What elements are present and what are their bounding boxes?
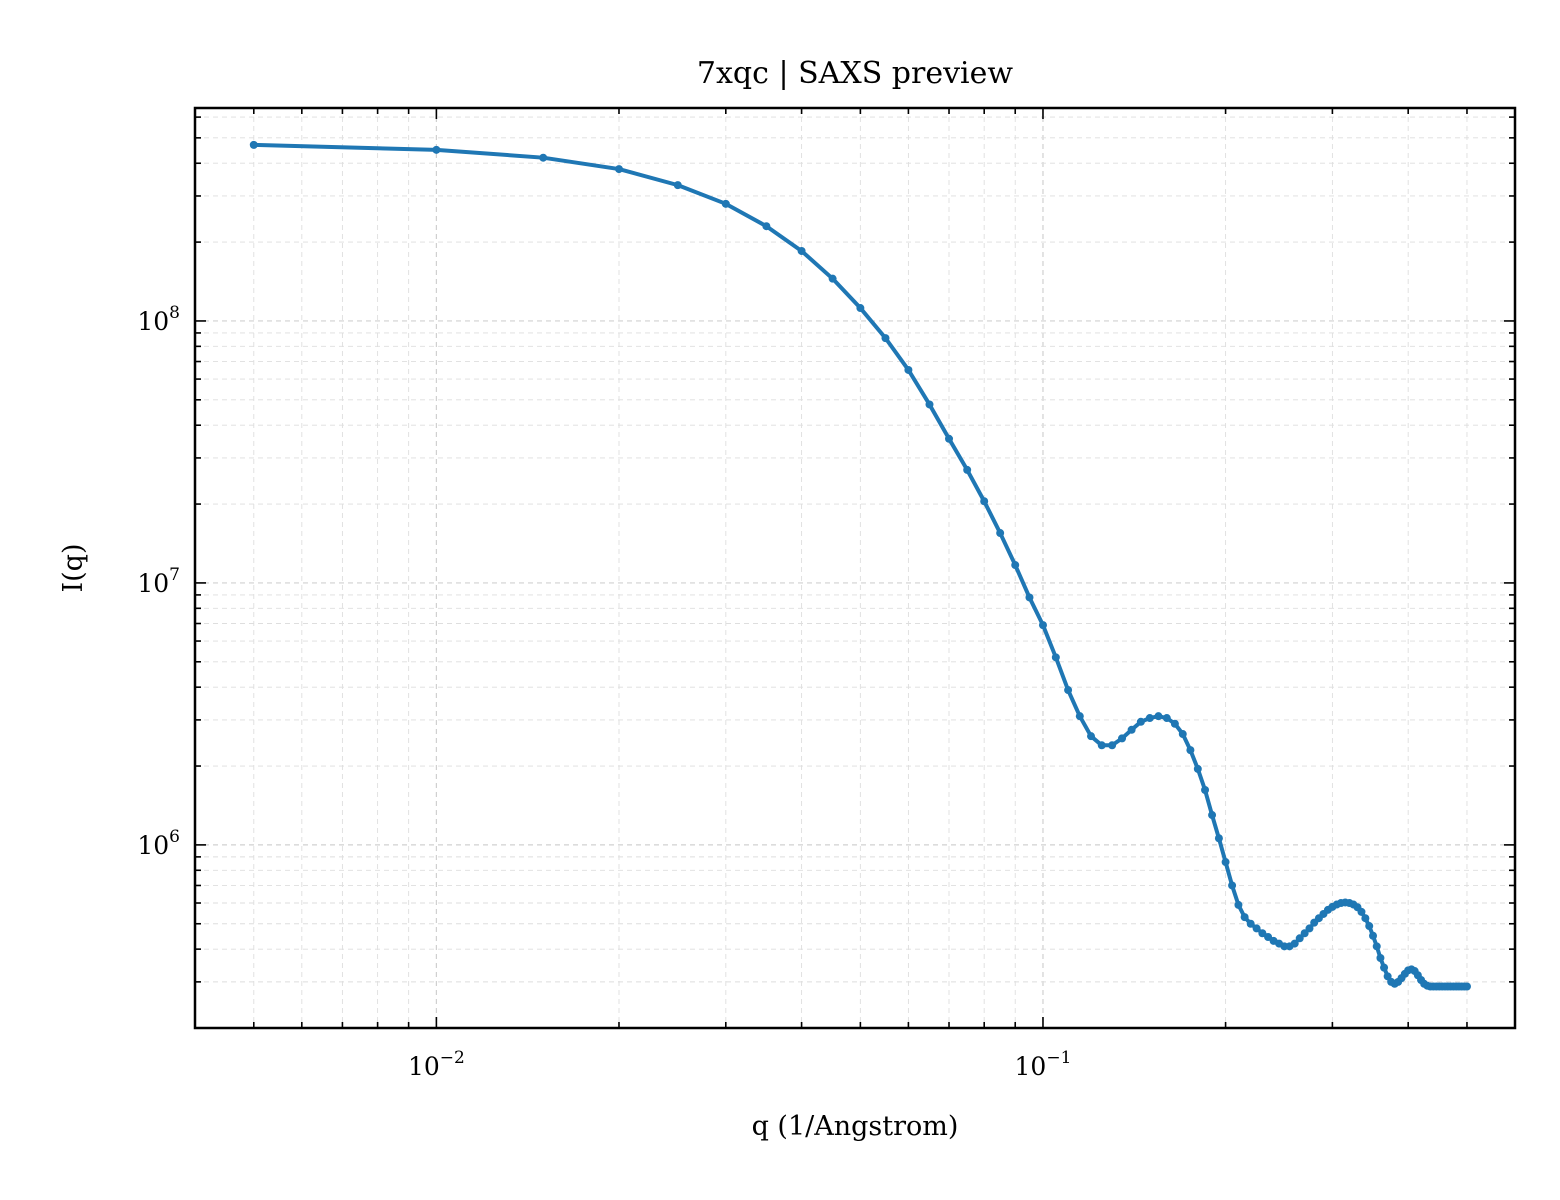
y-tick-label: 106	[137, 827, 180, 860]
data-point	[1025, 593, 1034, 602]
data-point	[1357, 907, 1366, 916]
data-point	[1228, 881, 1237, 890]
data-point	[1127, 725, 1136, 734]
data-point	[1376, 954, 1385, 963]
data-point	[1372, 942, 1381, 951]
data-point	[1221, 858, 1230, 867]
data-point	[1186, 746, 1195, 755]
data-point	[432, 145, 441, 154]
data-point	[1075, 712, 1084, 721]
data-point	[1178, 730, 1187, 739]
data-point	[1295, 934, 1304, 943]
data-point	[1118, 734, 1127, 743]
data-point	[721, 199, 730, 208]
data-point	[1380, 963, 1389, 972]
plot-frame	[193, 106, 1517, 1030]
grid	[194, 108, 1516, 1029]
data-point	[1246, 919, 1255, 928]
data-point	[1087, 732, 1096, 741]
data-point	[614, 165, 623, 174]
data-point	[1201, 786, 1210, 795]
data-point	[1162, 714, 1171, 723]
data-point	[856, 304, 865, 313]
data-point	[1305, 924, 1314, 933]
data-point	[996, 529, 1005, 538]
data-point	[1234, 900, 1243, 909]
data-point	[963, 465, 972, 474]
y-tick-label: 107	[137, 565, 180, 598]
data-point	[828, 274, 837, 283]
data-point	[249, 140, 258, 149]
axis-ticks: 10−2 10−1 106 107 108	[137, 108, 1516, 1081]
data-point	[1208, 811, 1217, 820]
data-point	[1193, 764, 1202, 773]
data-point	[1170, 719, 1179, 728]
chart-title: 7xqc | SAXS preview	[697, 56, 1013, 91]
data-point	[1290, 939, 1299, 948]
data-point	[1108, 741, 1117, 750]
data-point	[945, 434, 954, 443]
data-point	[1240, 913, 1249, 922]
data-point	[1361, 914, 1370, 923]
data-point	[925, 400, 934, 409]
x-tick-label: 10−1	[1015, 1048, 1072, 1081]
data-point	[904, 365, 913, 374]
data-point	[1051, 653, 1060, 662]
data-point	[673, 181, 682, 190]
data-point	[1064, 686, 1073, 695]
data-point	[1136, 717, 1145, 726]
data-point	[1097, 741, 1106, 750]
data-point	[1365, 922, 1374, 931]
data-point	[980, 497, 989, 506]
data-point	[1258, 929, 1267, 938]
x-axis-label: q (1/Angstrom)	[752, 1111, 959, 1142]
data-point	[1214, 834, 1223, 843]
data-point	[1154, 712, 1163, 721]
data-point	[881, 334, 890, 343]
data-point	[797, 246, 806, 255]
data-point	[1011, 561, 1020, 570]
y-axis-label: I(q)	[58, 543, 89, 592]
data-point	[1038, 621, 1047, 630]
data-point	[539, 153, 548, 162]
data-point	[1369, 931, 1378, 940]
data-point	[1300, 929, 1309, 938]
data-point	[1252, 924, 1261, 933]
data-point	[1145, 714, 1154, 723]
data-point	[1462, 982, 1471, 991]
data-series	[249, 140, 1471, 991]
x-tick-label: 10−2	[408, 1048, 465, 1081]
y-tick-label: 108	[137, 303, 180, 336]
data-point	[1264, 933, 1273, 942]
data-point	[762, 222, 771, 231]
